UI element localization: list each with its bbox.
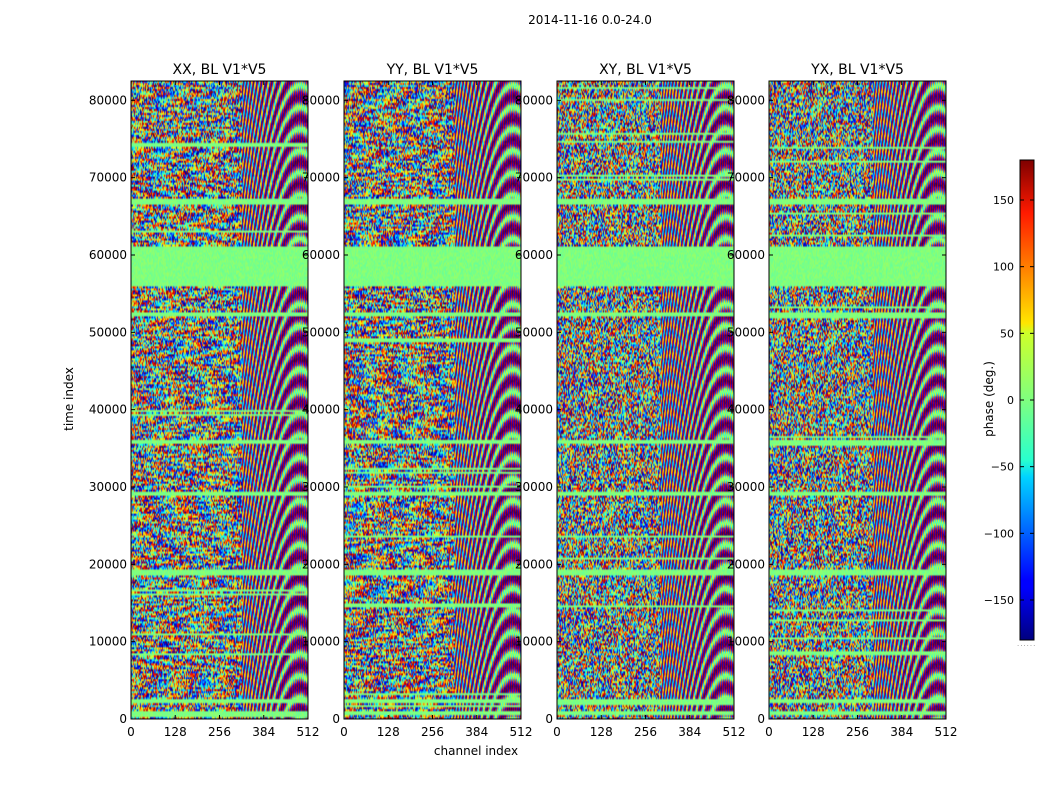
heatmap-yx: [769, 81, 946, 719]
y-tick-label: 20000: [302, 557, 340, 571]
x-tick-label: 512: [510, 725, 533, 739]
x-tick-label: 0: [340, 725, 348, 739]
y-tick-label: 40000: [302, 403, 340, 417]
x-tick-label: 128: [164, 725, 187, 739]
x-tick-label: 256: [634, 725, 657, 739]
x-tick-label: 256: [846, 725, 869, 739]
y-tick-label: 70000: [89, 171, 127, 185]
y-tick-label: 50000: [515, 325, 553, 339]
y-tick-label: 80000: [727, 93, 765, 107]
y-tick-label: 80000: [89, 93, 127, 107]
y-tick-label: 60000: [89, 248, 127, 262]
colorbar-label: phase (deg.): [982, 361, 996, 437]
colorbar-tick-label: 0: [1007, 394, 1014, 407]
colorbar-tick-label: −100: [984, 527, 1014, 540]
y-tick-label: 50000: [89, 325, 127, 339]
y-tick-label: 0: [332, 712, 340, 726]
y-tick-label: 0: [545, 712, 553, 726]
x-tick-label: 512: [723, 725, 746, 739]
panel-xx: XX, BL V1*V5 0 128 256 384 512 0 10000 20000 3000…: [89, 62, 320, 739]
colorbar-tick-label: 50: [1000, 327, 1014, 340]
colorbar: −150 −100 −50 0 50 100 150: [984, 159, 1035, 641]
x-axis-label: channel index: [433, 744, 519, 758]
y-tick-label: 10000: [89, 635, 127, 649]
x-tick-label: 384: [465, 725, 488, 739]
y-tick-label: 40000: [727, 403, 765, 417]
colorbar-tick-label: −150: [984, 594, 1014, 607]
y-tick-label: 0: [119, 712, 127, 726]
colorbar-tick-label: −50: [991, 461, 1014, 474]
heatmap-yy: [344, 81, 521, 719]
x-tick-label: 0: [765, 725, 773, 739]
y-tick-label: 10000: [727, 635, 765, 649]
y-tick-label: 20000: [515, 557, 553, 571]
panel-title-xx: XX, BL V1*V5: [173, 62, 267, 78]
panel-xy: XY, BL V1*V5 0 128 256 384 512 0 10000 20000 3000…: [515, 62, 746, 739]
figure-title: 2014-11-16 0.0-24.0: [528, 13, 652, 27]
x-tick-label: 256: [208, 725, 231, 739]
y-tick-label: 20000: [89, 557, 127, 571]
y-axis-label: time index: [62, 367, 76, 431]
y-tick-label: 40000: [515, 403, 553, 417]
y-tick-label: 30000: [515, 480, 553, 494]
y-tick-label: 50000: [302, 325, 340, 339]
x-tick-label: 384: [890, 725, 913, 739]
y-tick-label: 10000: [515, 635, 553, 649]
panel-title-xy: XY, BL V1*V5: [599, 62, 692, 78]
y-tick-label: 60000: [727, 248, 765, 262]
panel-yx: YX, BL V1*V5 0 128 256 384 512 0 10000 20000 3000…: [727, 62, 958, 739]
y-tick-label: 40000: [89, 403, 127, 417]
y-tick-label: 30000: [727, 480, 765, 494]
x-tick-label: 0: [127, 725, 135, 739]
x-tick-label: 128: [802, 725, 825, 739]
x-tick-label: 384: [252, 725, 275, 739]
y-tick-label: 50000: [727, 325, 765, 339]
colorbar-tick-label: 100: [993, 261, 1014, 274]
colorbar-footer: ......: [1017, 640, 1037, 648]
heatmap-xx: [131, 81, 308, 719]
x-tick-label: 256: [421, 725, 444, 739]
x-tick-label: 512: [297, 725, 320, 739]
y-tick-label: 60000: [515, 248, 553, 262]
x-tick-label: 0: [553, 725, 561, 739]
y-tick-label: 30000: [302, 480, 340, 494]
colorbar-tick-label: 150: [993, 194, 1014, 207]
panel-title-yx: YX, BL V1*V5: [810, 62, 904, 78]
y-tick-label: 70000: [727, 171, 765, 185]
x-tick-label: 512: [935, 725, 958, 739]
panel-yy: YY, BL V1*V5 0 128 256 384 512 0 10000 20000 3000…: [302, 62, 533, 739]
heatmap-xy: [557, 81, 734, 719]
y-tick-label: 20000: [727, 557, 765, 571]
y-tick-label: 70000: [515, 171, 553, 185]
y-tick-label: 70000: [302, 171, 340, 185]
y-tick-label: 10000: [302, 635, 340, 649]
y-tick-label: 60000: [302, 248, 340, 262]
y-tick-label: 80000: [515, 93, 553, 107]
x-tick-label: 128: [377, 725, 400, 739]
x-tick-label: 384: [678, 725, 701, 739]
y-tick-label: 80000: [302, 93, 340, 107]
panel-title-yy: YY, BL V1*V5: [386, 62, 479, 78]
y-tick-label: 30000: [89, 480, 127, 494]
y-tick-label: 0: [757, 712, 765, 726]
x-tick-label: 128: [590, 725, 613, 739]
